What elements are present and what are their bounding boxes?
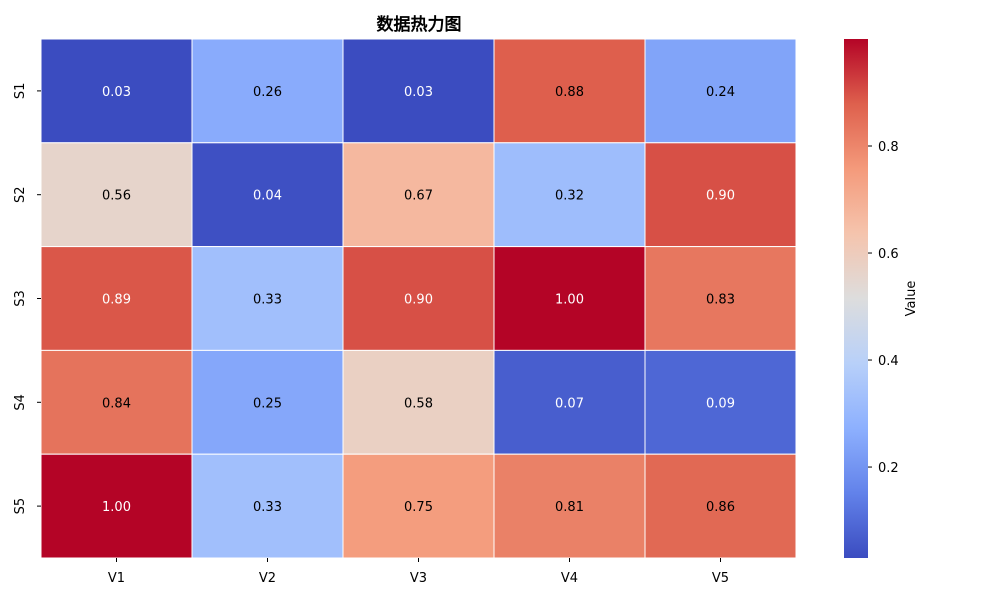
cell-value-label: 0.67 — [404, 189, 433, 204]
heatmap-cell-s4-v3 — [342, 349, 495, 455]
colorbar-gradient — [844, 39, 868, 558]
chart-title: 数据热力图 — [377, 14, 462, 35]
y-tick-label: S2 — [13, 186, 28, 203]
cell-value-label: 0.32 — [555, 189, 584, 204]
y-tick-label: S4 — [13, 394, 28, 411]
y-axis: S1 S2 S3 S4 S5 — [13, 83, 41, 515]
heatmap-cell-s3-v4 — [493, 246, 646, 351]
heatmap-cell-s1-v1 — [40, 38, 193, 144]
x-tick-label: V4 — [561, 571, 578, 586]
colorbar-tick-label: 0.6 — [878, 247, 899, 262]
cell-value-label: 0.90 — [404, 293, 433, 308]
heatmap-cell-s4-v2 — [191, 349, 344, 455]
cell-value-label: 0.90 — [706, 189, 735, 204]
heatmap-value-labels: 0.03 0.26 0.03 0.88 0.24 0.56 0.04 0.67 0.32 0.90… — [102, 85, 735, 515]
heatmap-cell-s5-v5 — [644, 453, 797, 559]
heatmap-cell-s3-v2 — [191, 246, 344, 351]
cell-value-label: 0.83 — [706, 293, 735, 308]
heatmap-cell-s4-v5 — [644, 349, 797, 455]
cell-value-label: 0.24 — [706, 85, 735, 100]
colorbar-tick-label: 0.4 — [878, 354, 899, 369]
heatmap-cell-s1-v5 — [644, 38, 797, 144]
x-tick-label: V2 — [259, 571, 276, 586]
cell-value-label: 0.25 — [253, 396, 282, 411]
cell-value-label: 0.03 — [404, 85, 433, 100]
cell-value-label: 0.75 — [404, 500, 433, 515]
heatmap-cell-s2-v3 — [342, 142, 495, 248]
heatmap-cell-s2-v1 — [40, 142, 193, 248]
cell-value-label: 0.86 — [706, 500, 735, 515]
heatmap-cell-s5-v3 — [342, 453, 495, 559]
cell-value-label: 0.81 — [555, 500, 584, 515]
colorbar-label: Value — [904, 281, 919, 317]
colorbar-tick-label: 0.8 — [878, 140, 899, 155]
colorbar-tick-label: 0.2 — [878, 461, 899, 476]
heatmap-cell-s4-v4 — [493, 349, 646, 455]
x-tick-label: V1 — [108, 571, 125, 586]
heatmap-cell-s1-v2 — [191, 38, 344, 144]
x-axis: V1 V2 V3 V4 V5 — [108, 558, 729, 586]
x-tick-label: V3 — [410, 571, 427, 586]
y-tick-label: S1 — [13, 83, 28, 100]
y-tick-label: S5 — [13, 498, 28, 515]
cell-value-label: 0.07 — [555, 396, 584, 411]
y-tick-label: S3 — [13, 290, 28, 307]
cell-value-label: 0.89 — [102, 293, 131, 308]
heatmap-cell-s2-v5 — [644, 142, 797, 248]
cell-value-label: 0.56 — [102, 189, 131, 204]
cell-value-label: 1.00 — [102, 500, 131, 515]
heatmap-cell-s5-v1 — [40, 453, 193, 559]
cell-value-label: 0.33 — [253, 293, 282, 308]
cell-value-label: 0.58 — [404, 396, 433, 411]
x-tick-label: V5 — [712, 571, 729, 586]
cell-value-label: 0.88 — [555, 85, 584, 100]
heatmap-cell-s1-v3 — [342, 38, 495, 144]
heatmap-cells — [40, 38, 797, 559]
cell-value-label: 0.84 — [102, 396, 131, 411]
colorbar: 0.2 0.4 0.6 0.8 Value — [844, 39, 919, 558]
heatmap-cell-s5-v2 — [191, 453, 344, 559]
heatmap-cell-s1-v4 — [493, 38, 646, 144]
colorbar-ticks: 0.2 0.4 0.6 0.8 — [868, 140, 899, 476]
cell-value-label: 0.03 — [102, 85, 131, 100]
cell-value-label: 0.09 — [706, 396, 735, 411]
cell-value-label: 0.33 — [253, 500, 282, 515]
cell-value-label: 0.26 — [253, 85, 282, 100]
heatmap-cell-s3-v3 — [342, 246, 495, 351]
cell-value-label: 0.04 — [253, 189, 282, 204]
cell-value-label: 1.00 — [555, 293, 584, 308]
heatmap-cell-s3-v5 — [644, 246, 797, 351]
